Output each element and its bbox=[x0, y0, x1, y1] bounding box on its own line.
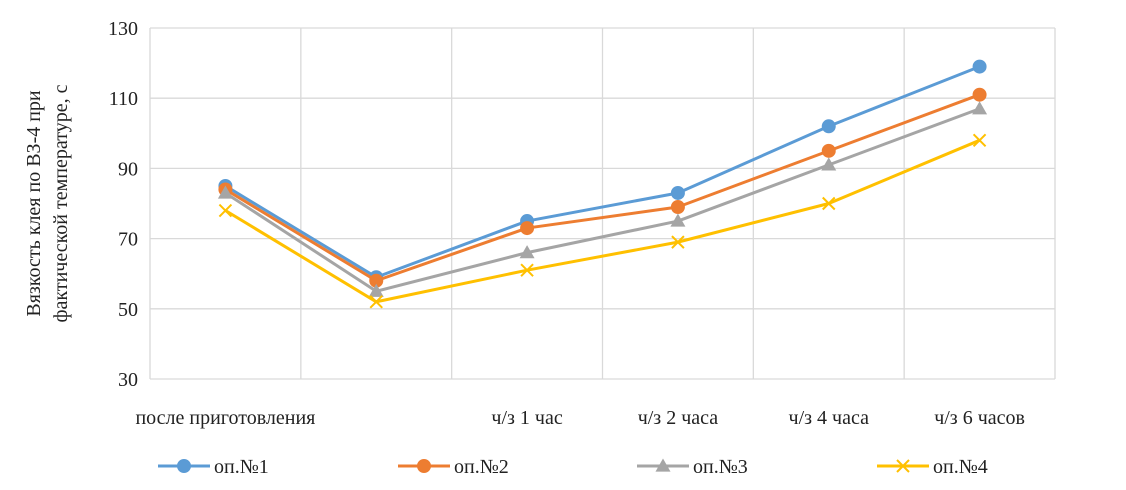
data-point bbox=[519, 245, 535, 259]
series-line bbox=[224, 65, 981, 279]
data-point bbox=[821, 143, 836, 158]
y-tick-label: 110 bbox=[109, 88, 138, 110]
legend-item: оп.№1 bbox=[158, 456, 269, 478]
data-point bbox=[972, 87, 987, 102]
data-point bbox=[821, 119, 836, 134]
data-point bbox=[670, 200, 685, 215]
series-group bbox=[217, 59, 988, 309]
series-line bbox=[224, 93, 981, 283]
y-tick-label: 90 bbox=[118, 158, 138, 180]
x-tick-label: ч/з 6 часов bbox=[934, 407, 1025, 429]
data-point bbox=[520, 263, 534, 277]
data-point bbox=[217, 185, 233, 199]
data-point bbox=[368, 283, 384, 297]
legend-label: оп.№1 bbox=[214, 456, 269, 478]
y-tick-label: 50 bbox=[118, 299, 138, 321]
legend-marker bbox=[655, 458, 671, 472]
legend-item: оп.№2 bbox=[398, 456, 509, 478]
data-point bbox=[972, 101, 988, 115]
x-tick-label: после приготовления bbox=[135, 407, 315, 429]
data-point bbox=[670, 213, 686, 227]
data-point bbox=[822, 196, 836, 211]
data-point bbox=[369, 295, 383, 309]
data-point bbox=[671, 235, 685, 249]
series-line bbox=[224, 107, 981, 293]
x-axis-ticks: после приготовления ч/з 1 час ч/з 2 часа ч/… bbox=[135, 407, 1025, 429]
legend-label: оп.№2 bbox=[454, 456, 509, 478]
series-line bbox=[224, 138, 981, 304]
x-tick-label: ч/з 1 час bbox=[491, 407, 562, 429]
x-tick-label: ч/з 2 часа bbox=[638, 407, 719, 429]
series-4 bbox=[218, 133, 987, 309]
legend: оп.№1 оп.№2 оп.№3 оп.№4 bbox=[158, 456, 988, 478]
y-axis-label-line: фактической температуре, с bbox=[50, 84, 72, 322]
legend-item: оп.№3 bbox=[637, 456, 748, 478]
legend-marker bbox=[417, 459, 431, 473]
legend-label: оп.№4 bbox=[933, 456, 988, 478]
data-point bbox=[218, 203, 233, 218]
y-axis-label: Вязкость клея по ВЗ-4 при фактической тем… bbox=[23, 84, 72, 322]
legend-marker bbox=[177, 459, 191, 473]
legend-item: оп.№4 bbox=[877, 456, 988, 478]
data-point bbox=[972, 59, 987, 74]
legend-label: оп.№3 bbox=[693, 456, 748, 478]
gridlines bbox=[149, 27, 1056, 380]
y-tick-label: 30 bbox=[118, 369, 138, 391]
data-point bbox=[670, 185, 685, 200]
y-axis-ticks: 30 50 70 90 110 130 bbox=[108, 18, 138, 391]
legend-marker bbox=[896, 459, 910, 473]
data-point bbox=[972, 133, 987, 148]
y-tick-label: 130 bbox=[108, 18, 138, 40]
series-3 bbox=[217, 101, 988, 297]
y-axis-label-line: Вязкость клея по ВЗ-4 при bbox=[23, 90, 45, 317]
x-tick-label: ч/з 4 часа bbox=[789, 407, 870, 429]
data-point bbox=[821, 157, 837, 171]
data-point bbox=[520, 221, 535, 236]
y-tick-label: 70 bbox=[118, 229, 138, 251]
